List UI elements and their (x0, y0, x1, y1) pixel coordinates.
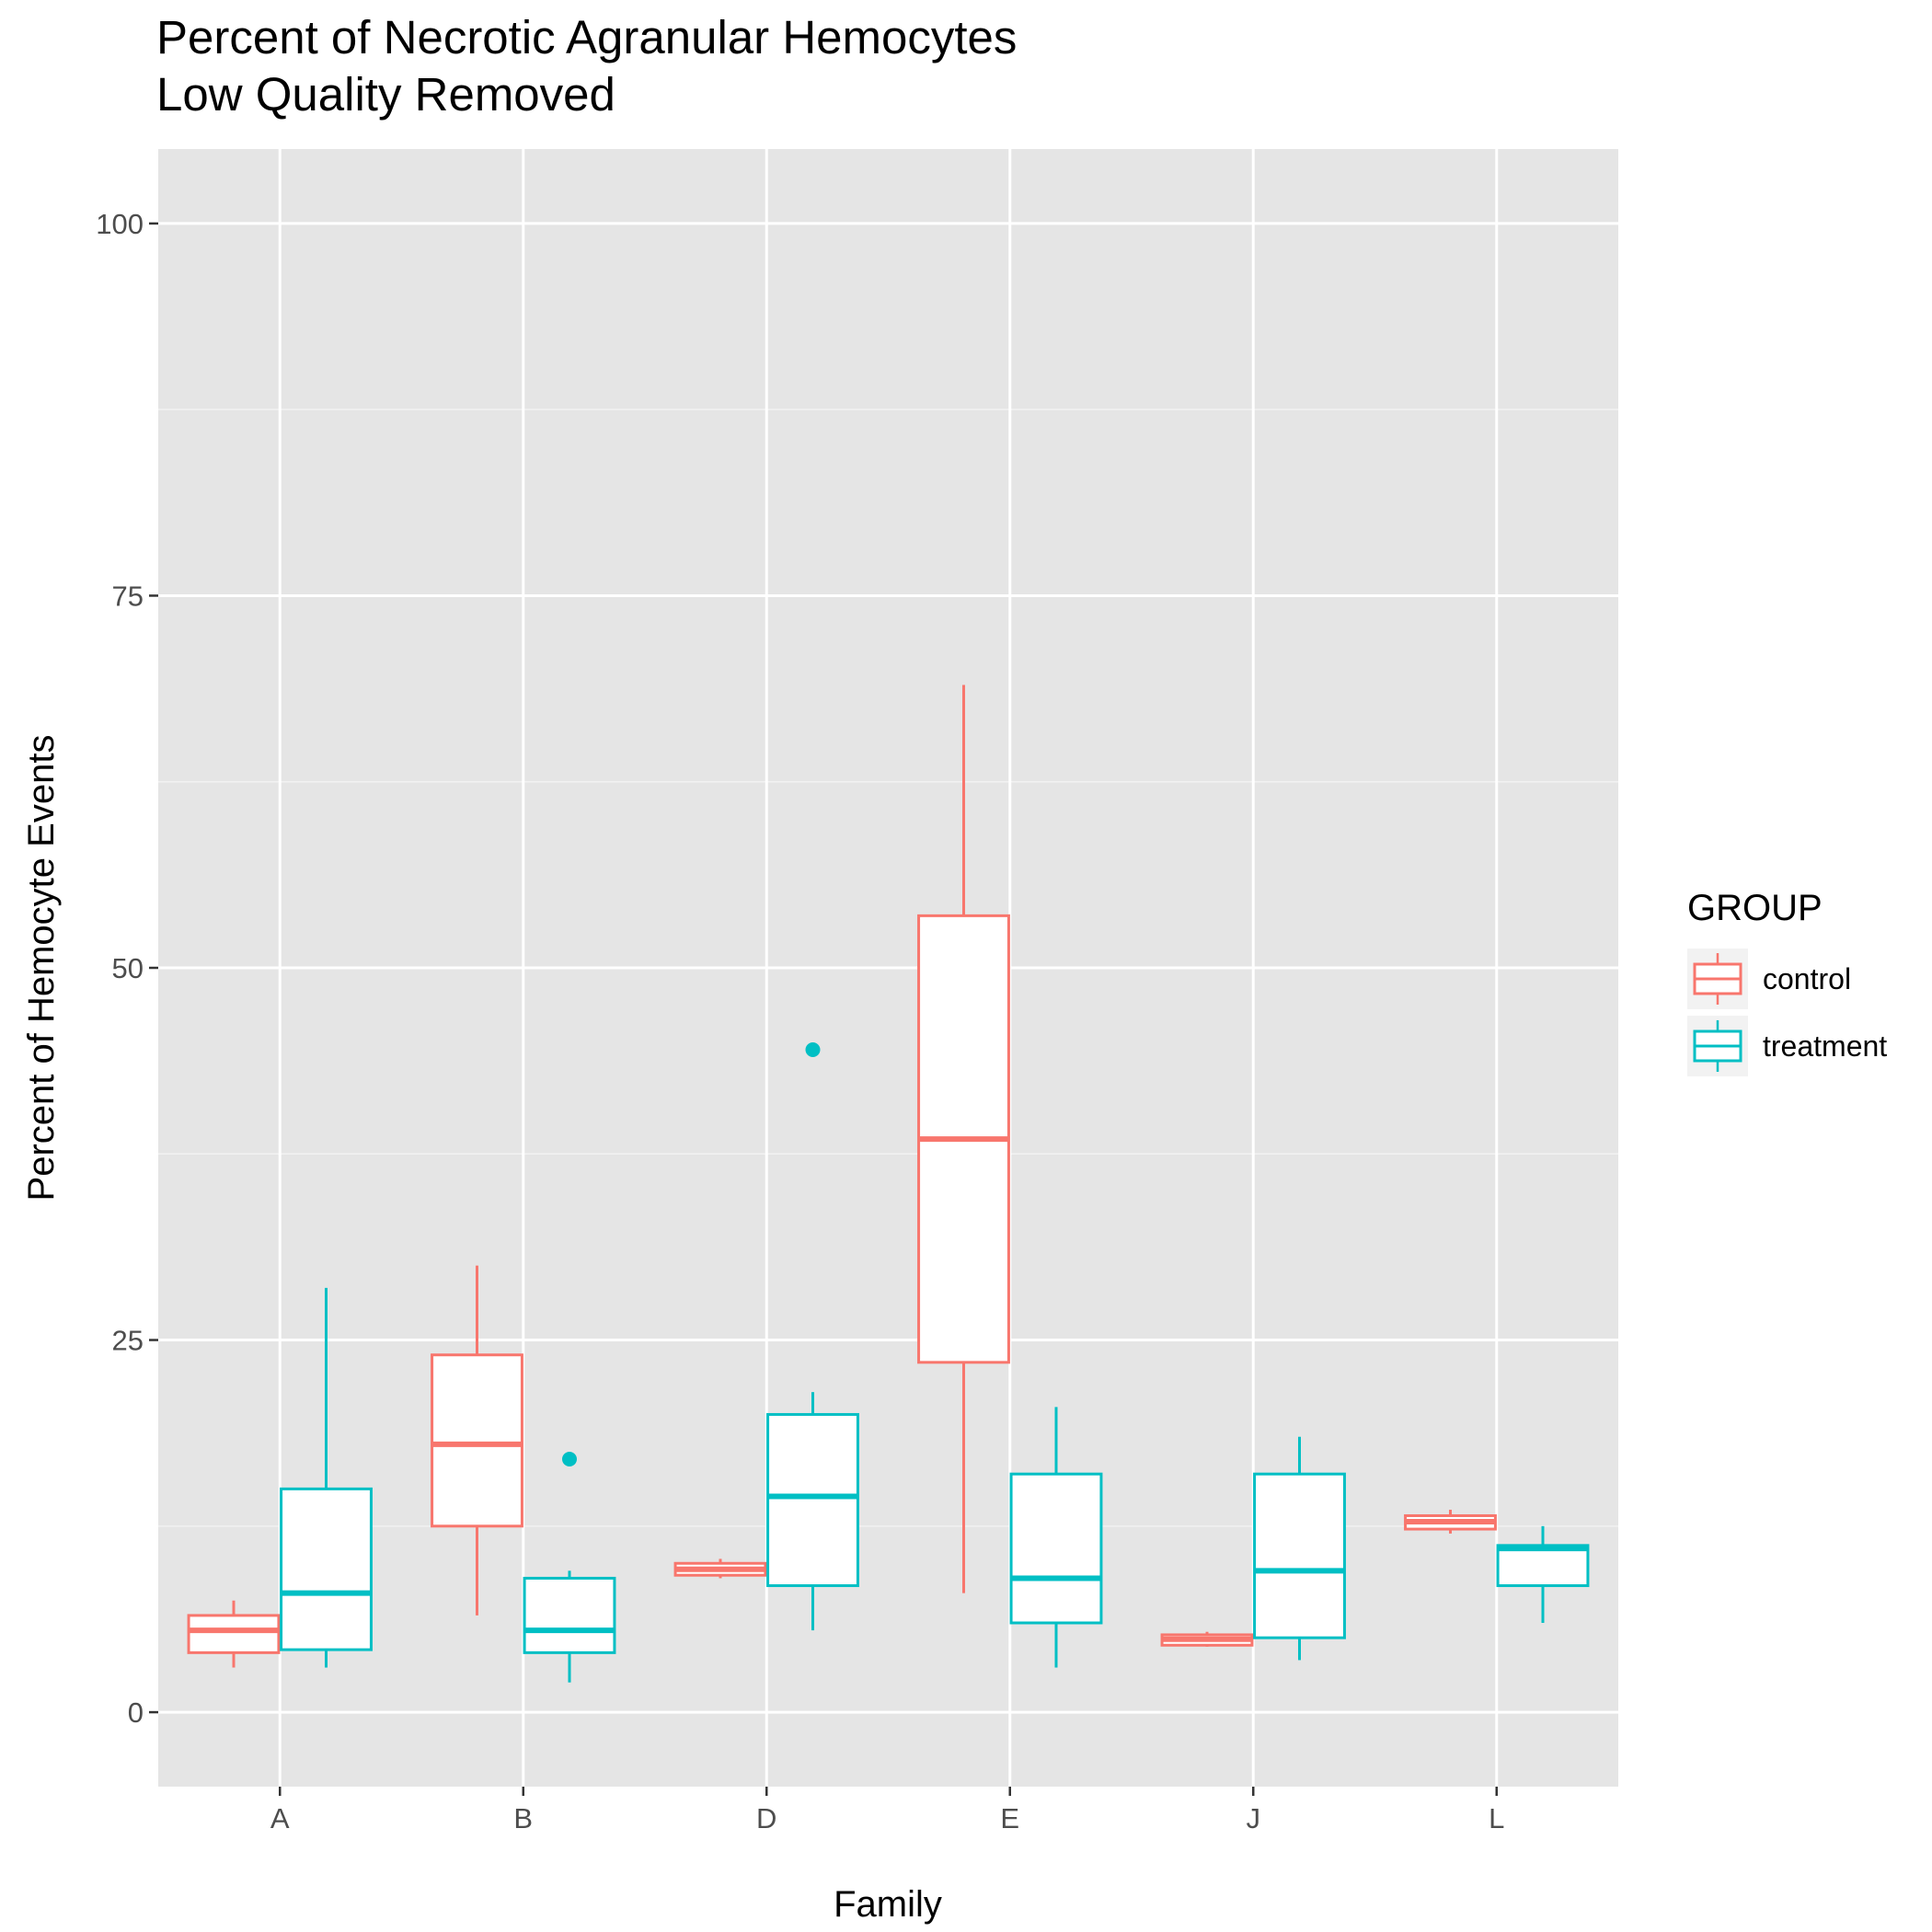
box-treatment-J (1253, 1436, 1346, 1661)
box-treatment-E (1009, 1407, 1103, 1668)
iqr-box (523, 1576, 616, 1654)
y-tick-label: 75 (112, 580, 144, 612)
iqr-box (1253, 1472, 1346, 1639)
legend-label: control (1763, 962, 1851, 995)
axes: 0 25 50 75 100 A B D E J L (96, 208, 1504, 1834)
x-tick-label: D (756, 1802, 776, 1834)
iqr-box (280, 1487, 373, 1651)
iqr-box (1009, 1472, 1103, 1625)
y-tick-label: 25 (112, 1325, 144, 1357)
iqr-box (766, 1412, 859, 1588)
box-control-E (917, 684, 1010, 1593)
legend-label: treatment (1763, 1029, 1887, 1063)
legend-title: GROUP (1687, 888, 1823, 928)
y-axis-title: Percent of Hemocyte Events (21, 735, 62, 1202)
x-tick-label: L (1489, 1802, 1504, 1834)
y-tick-label: 50 (112, 952, 144, 984)
iqr-box (431, 1353, 523, 1528)
chart-subtitle: Low Quality Removed (156, 68, 615, 121)
y-tick-label: 100 (96, 208, 144, 240)
box-treatment-D (766, 1042, 859, 1631)
x-tick-label: B (513, 1802, 533, 1834)
legend-item-control: control (1687, 949, 1851, 1009)
x-tick-label: J (1247, 1802, 1261, 1834)
x-tick-label: E (1000, 1802, 1019, 1834)
legend: GROUP control treatment (1687, 888, 1887, 1076)
x-tick-label: A (270, 1802, 290, 1834)
boxplot-marks (187, 684, 1590, 1683)
box-control-J (1160, 1631, 1254, 1647)
box-control-D (673, 1558, 767, 1579)
iqr-box (1496, 1544, 1590, 1588)
outlier-point (562, 1452, 578, 1466)
box-control-L (1404, 1510, 1497, 1534)
box-control-A (187, 1600, 281, 1668)
y-tick-label: 0 (128, 1696, 144, 1729)
outlier-point (805, 1042, 821, 1057)
box-treatment-A (280, 1287, 373, 1668)
box-treatment-L (1496, 1525, 1590, 1623)
box-control-B (431, 1265, 523, 1616)
x-axis-title: Family (834, 1884, 942, 1925)
iqr-box (187, 1614, 281, 1654)
chart-title: Percent of Necrotic Agranular Hemocytes (156, 11, 1017, 63)
box-treatment-B (523, 1452, 616, 1683)
legend-item-treatment: treatment (1687, 1016, 1887, 1076)
